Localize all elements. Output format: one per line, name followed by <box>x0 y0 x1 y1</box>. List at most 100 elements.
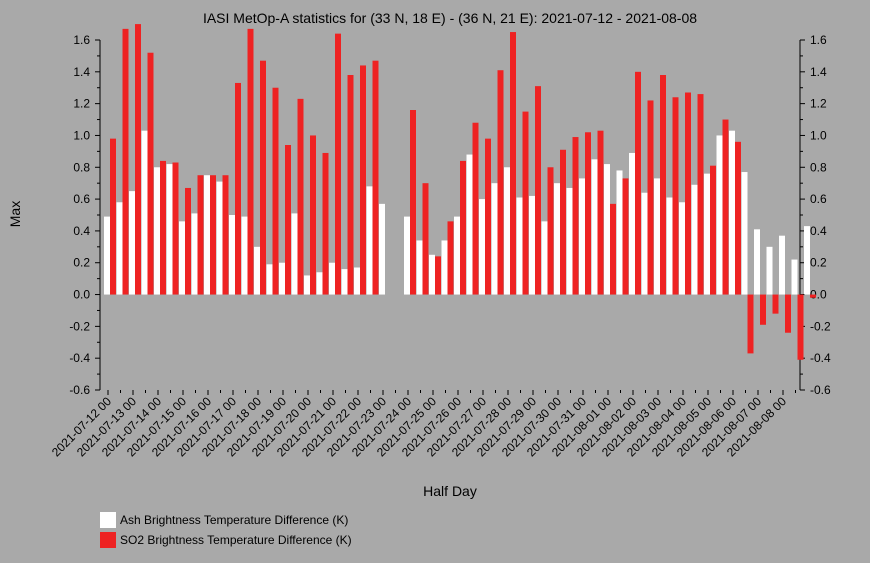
bar-ash <box>641 192 648 295</box>
bar-ash <box>379 203 385 295</box>
y-tick-label-right: 0.0 <box>810 288 827 302</box>
bar-ash <box>766 246 773 295</box>
bar-so2 <box>610 203 616 295</box>
legend-item-so2: SO2 Brightness Temperature Difference (K… <box>100 532 352 548</box>
bar-ash <box>129 191 135 295</box>
bar-so2 <box>422 183 429 295</box>
bar-so2 <box>322 152 329 295</box>
bar-ash <box>104 216 110 295</box>
y-tick-label-right: 0.8 <box>810 160 827 174</box>
bar-ash <box>441 240 448 295</box>
y-tick-label-right: -0.4 <box>810 351 831 365</box>
bar-so2 <box>235 82 241 295</box>
y-tick-label-left: 1.6 <box>73 33 90 47</box>
bar-so2 <box>622 178 629 295</box>
bar-ash <box>254 246 260 295</box>
bar-ash <box>366 186 373 295</box>
bar-ash <box>179 221 185 295</box>
bar-so2 <box>685 92 691 295</box>
bar-ash <box>354 267 360 295</box>
bar-ash <box>704 173 710 295</box>
bar-so2 <box>510 32 516 295</box>
bar-ash <box>579 178 585 295</box>
bar-so2 <box>260 60 266 295</box>
bar-so2 <box>660 75 666 295</box>
bar-so2 <box>697 94 704 295</box>
y-tick-label-left: 1.0 <box>73 128 90 142</box>
bar-ash <box>554 183 560 295</box>
legend-swatch-ash <box>100 512 116 528</box>
bar-so2 <box>485 138 491 295</box>
bar-so2 <box>597 130 604 295</box>
bar-ash <box>604 164 610 295</box>
bar-ash <box>154 167 160 295</box>
bar-so2 <box>547 167 554 295</box>
bar-so2 <box>185 187 191 295</box>
bar-ash <box>429 254 435 295</box>
bar-so2 <box>785 294 791 333</box>
bar-ash <box>491 183 498 295</box>
bar-ash <box>329 262 335 295</box>
bar-so2 <box>810 294 816 298</box>
bar-so2 <box>572 137 579 295</box>
bar-ash <box>666 197 673 295</box>
bar-ash <box>291 213 298 295</box>
y-tick-label-left: -0.2 <box>69 319 90 333</box>
bar-ash <box>741 172 748 295</box>
bar-ash <box>566 187 573 295</box>
bar-ash <box>316 272 323 295</box>
bar-so2 <box>460 160 466 295</box>
legend-item-ash: Ash Brightness Temperature Difference (K… <box>100 512 348 528</box>
bar-ash <box>591 159 598 295</box>
bar-ash <box>191 213 198 295</box>
bar-ash <box>266 264 273 295</box>
bar-so2 <box>335 33 341 295</box>
bar-ash <box>341 269 348 295</box>
bar-so2 <box>535 86 541 295</box>
bar-so2 <box>635 71 641 295</box>
bar-so2 <box>110 138 116 295</box>
bar-ash <box>654 178 660 295</box>
bar-so2 <box>297 98 304 295</box>
bar-so2 <box>447 221 454 295</box>
y-tick-label-right: 1.6 <box>810 33 827 47</box>
bar-ash <box>716 135 723 295</box>
bar-so2 <box>647 100 654 295</box>
bar-so2 <box>760 294 766 325</box>
bar-ash <box>229 215 235 295</box>
y-axis-label: Max <box>7 201 23 227</box>
bar-so2 <box>735 141 741 295</box>
bar-so2 <box>797 294 804 360</box>
bar-so2 <box>310 135 316 295</box>
y-tick-label-right: 1.4 <box>810 65 827 79</box>
bar-so2 <box>147 52 154 295</box>
bar-ash <box>754 229 760 295</box>
bar-ash <box>216 181 223 295</box>
bar-so2 <box>247 28 254 295</box>
bar-so2 <box>172 162 179 295</box>
bar-so2 <box>435 256 441 295</box>
bar-ash <box>304 275 310 295</box>
bar-so2 <box>522 111 529 295</box>
legend-label-ash: Ash Brightness Temperature Difference (K… <box>120 513 349 527</box>
bar-so2 <box>160 160 166 295</box>
bar-so2 <box>747 294 754 354</box>
y-tick-label-left: 1.4 <box>73 65 90 79</box>
bar-ash <box>679 202 685 295</box>
bar-so2 <box>585 132 591 295</box>
bar-ash <box>541 221 548 295</box>
bar-ash <box>116 202 123 295</box>
bar-ash <box>166 164 173 295</box>
bar-ash <box>204 175 210 295</box>
bar-so2 <box>360 65 366 295</box>
bar-ash <box>404 216 410 295</box>
bar-so2 <box>710 165 716 295</box>
y-tick-label-left: 0.4 <box>73 224 90 238</box>
bar-ash <box>479 199 485 295</box>
chart-title: IASI MetOp-A statistics for (33 N, 18 E)… <box>203 10 697 26</box>
bar-so2 <box>135 24 141 295</box>
bar-so2 <box>497 70 504 295</box>
legend-swatch-so2 <box>100 532 116 548</box>
bar-ash <box>416 240 423 295</box>
